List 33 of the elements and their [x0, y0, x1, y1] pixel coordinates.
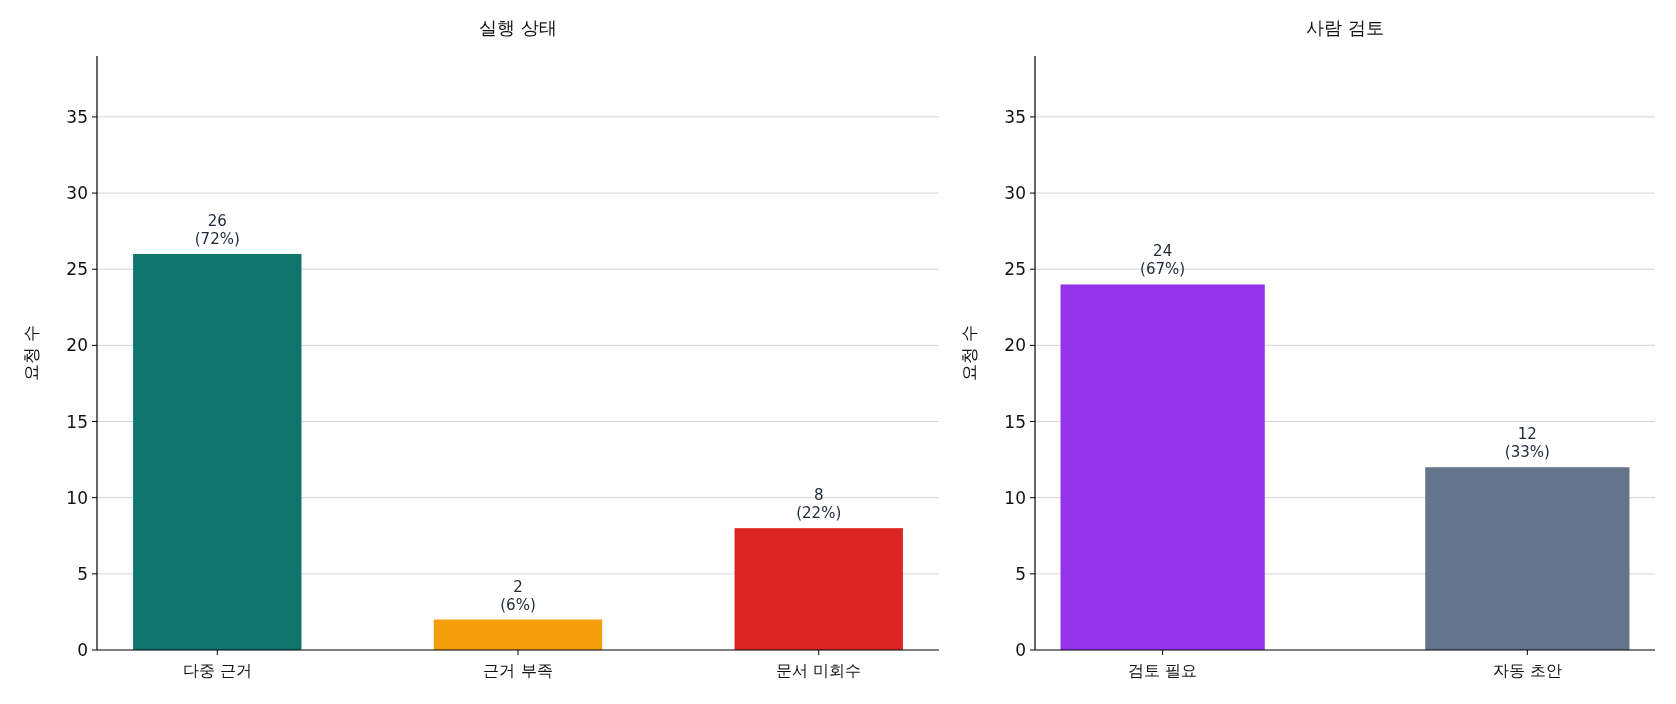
y-tick-label: 30	[66, 183, 88, 204]
y-axis-title: 요청 수	[959, 324, 979, 382]
data-label: 24 (67%)	[1140, 242, 1186, 279]
x-tick-label: 문서 미회수	[776, 661, 862, 680]
y-tick-label: 10	[66, 487, 88, 508]
y-tick-label: 10	[1004, 487, 1026, 508]
y-tick-label: 20	[1004, 335, 1026, 356]
y-tick-label: 35	[1004, 106, 1026, 127]
bar	[433, 619, 603, 650]
y-tick-label: 0	[1015, 640, 1026, 660]
bar	[734, 528, 903, 650]
y-tick-label: 15	[66, 411, 88, 432]
x-tick-label: 다중 근거	[182, 661, 252, 680]
data-label: 26 (72%)	[194, 212, 240, 248]
x-tick-label: 검토 필요	[1128, 661, 1198, 680]
y-tick-label: 30	[1004, 183, 1026, 204]
y-tick-label: 25	[1004, 259, 1026, 280]
data-label: 8 (22%)	[796, 486, 842, 523]
chart-title: 실행 상태	[479, 17, 557, 38]
chart-title: 사람 검토	[1306, 17, 1384, 38]
y-tick-label: 5	[1015, 563, 1026, 584]
y-tick-label: 25	[66, 259, 88, 280]
bar	[133, 254, 302, 650]
y-tick-label: 35	[66, 106, 88, 127]
x-tick-label: 자동 초안	[1492, 661, 1562, 680]
y-tick-label: 5	[77, 563, 88, 584]
x-tick-label: 근거 부족	[483, 661, 553, 680]
data-label: 2 (6%)	[500, 577, 536, 614]
y-tick-label: 15	[1004, 411, 1026, 432]
y-axis-title: 요청 수	[21, 324, 41, 382]
data-label: 12 (33%)	[1504, 425, 1550, 462]
y-tick-label: 0	[77, 640, 88, 660]
y-tick-label: 20	[66, 335, 88, 356]
